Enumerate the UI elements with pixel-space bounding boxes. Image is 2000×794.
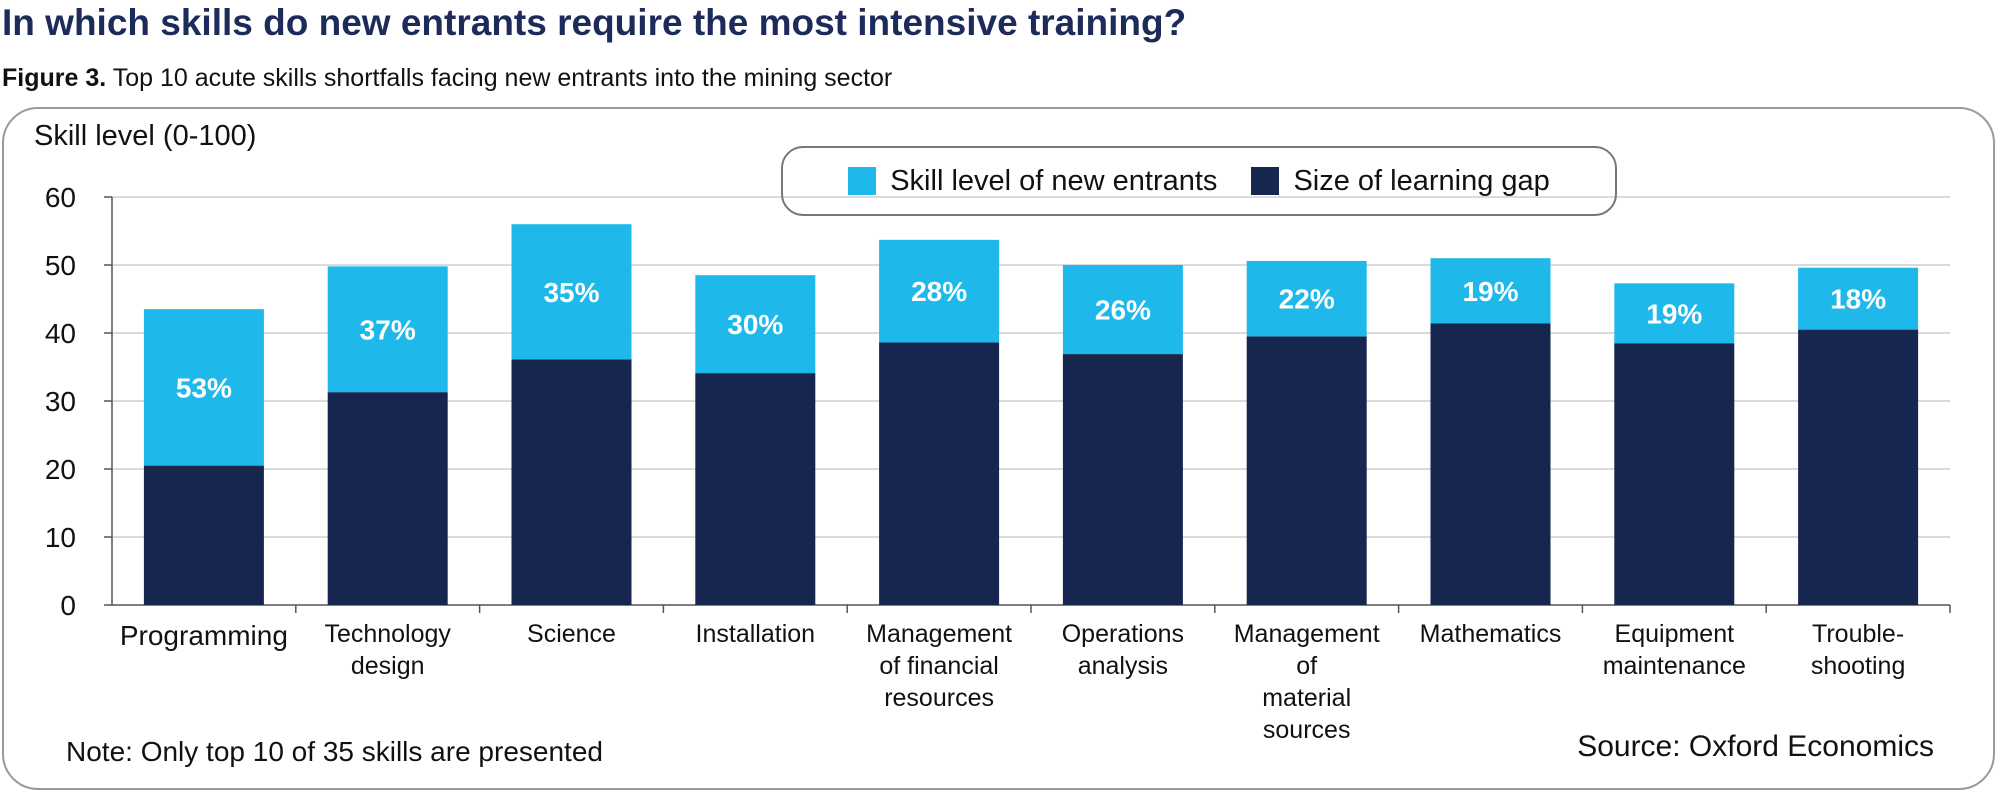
bar-learning-gap [1246,336,1367,605]
bar-learning-gap [879,342,1000,605]
bar-new-entrants [1062,265,1183,355]
bar-learning-gap [327,392,448,605]
bar-new-entrants [143,309,264,466]
y-tick-label: 10 [45,522,76,553]
figure-caption-text: Top 10 acute skills shortfalls facing ne… [112,64,893,92]
bar-learning-gap [511,359,632,605]
y-axis-title: Skill level (0-100) [34,120,257,152]
figure-caption: Figure 3. Top 10 acute skills shortfalls… [2,64,892,93]
data-label: 19% [1646,298,1702,329]
bar-learning-gap [1430,323,1551,605]
bar-learning-gap [1614,343,1735,605]
bar-learning-gap [695,373,816,605]
chart-note: Note: Only top 10 of 35 skills are prese… [66,736,603,767]
data-label: 22% [1279,284,1335,315]
x-tick-label: Mathematics [1419,620,1562,648]
y-tick-label: 20 [45,454,76,485]
data-label: 53% [176,372,232,403]
bar-new-entrants [511,224,632,360]
data-label: 18% [1830,284,1886,315]
chart-panel [2,107,1995,790]
bar-new-entrants [695,275,816,374]
data-label: 28% [911,276,967,307]
y-tick-label: 40 [45,318,76,349]
bar-learning-gap [1062,354,1183,605]
chart-heading: In which skills do new entrants require … [2,2,1187,43]
y-tick-label: 60 [45,182,76,213]
legend-swatch-entrants [848,167,877,195]
bar-new-entrants [1614,283,1735,344]
data-label: 35% [543,277,599,308]
data-label: 37% [360,314,416,345]
legend-item-gap: Size of learning gap [1251,164,1550,198]
y-tick-label: 0 [60,590,76,621]
figure-label: Figure 3. [2,64,107,92]
bar-new-entrants [1430,258,1551,324]
bar-new-entrants [327,266,448,393]
data-label: 30% [727,309,783,340]
data-label: 19% [1462,276,1518,307]
x-tick-label: Installation [695,620,816,648]
x-tick-label: Technology design [324,620,451,680]
x-tick-label: Trouble-shooting [1810,620,1906,680]
y-tick-label: 50 [45,250,76,281]
data-label: 26% [1095,295,1151,326]
x-tick-label: Management of material sources [1233,620,1380,744]
bar-learning-gap [143,465,264,605]
x-tick-label: Programming [119,620,288,651]
bar-new-entrants [1798,267,1919,330]
bar-new-entrants [879,239,1000,343]
legend: Skill level of new entrants Size of lear… [781,146,1617,216]
x-tick-label: Science [527,620,616,648]
x-tick-label: Operations analysis [1061,620,1185,680]
legend-label-entrants: Skill level of new entrants [890,164,1218,197]
chart-source: Source: Oxford Economics [1577,730,1934,763]
x-tick-label: Management of financial resources [866,620,1013,712]
legend-swatch-gap [1251,167,1280,195]
bar-new-entrants [1246,260,1367,337]
y-tick-label: 30 [45,386,76,417]
x-tick-label: Equipment maintenance [1602,620,1746,680]
bar-learning-gap [1798,329,1919,605]
legend-label-gap: Size of learning gap [1293,164,1550,197]
legend-item-entrants: Skill level of new entrants [848,165,1217,198]
